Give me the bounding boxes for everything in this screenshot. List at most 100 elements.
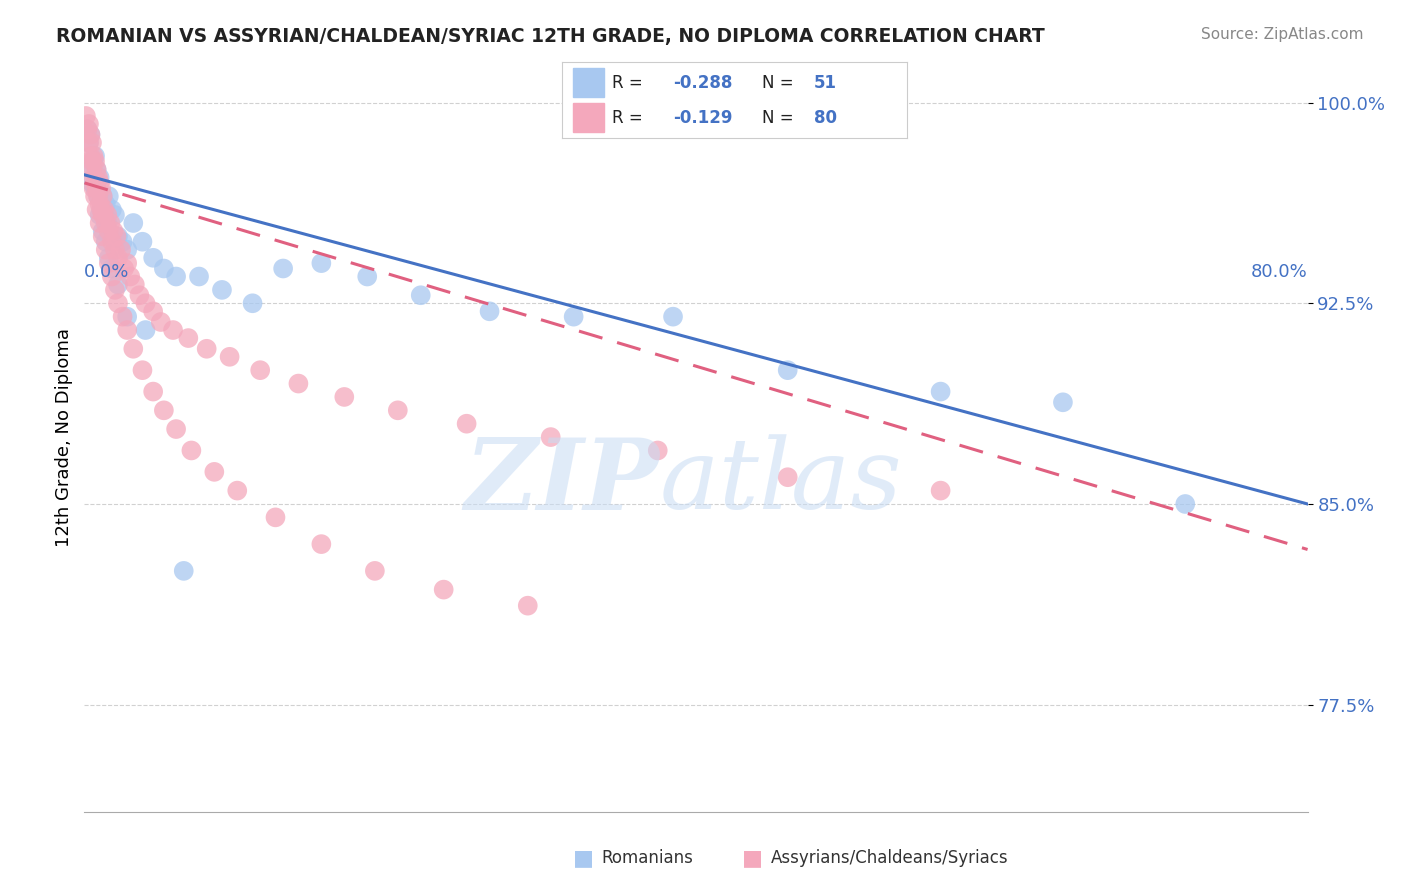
Point [202,465,225,479]
Point [96,208,118,222]
Point [93,208,115,222]
Point [364,564,387,578]
Point [84,181,107,195]
Point [149,315,172,329]
Point [91,229,114,244]
Point [173,564,195,578]
Point [124,277,146,292]
Point [80,136,103,150]
Point [249,363,271,377]
Point [91,224,114,238]
Point [77,136,100,150]
Point [80,154,103,169]
Point [311,256,333,270]
Point [91,208,114,222]
Point [180,443,202,458]
Text: -0.129: -0.129 [672,109,733,127]
Point [115,323,138,337]
Point [76,122,98,136]
Point [87,170,110,185]
Text: R =: R = [613,74,648,92]
Point [387,403,409,417]
Point [131,235,153,249]
Text: R =: R = [613,109,648,127]
Point [97,224,120,238]
Text: N =: N = [762,74,799,92]
Point [242,296,264,310]
Point [107,251,129,265]
Point [929,483,952,498]
Point [131,363,153,377]
Point [1174,497,1197,511]
Point [101,261,124,276]
Point [165,422,187,436]
Point [77,117,100,131]
Point [929,384,952,399]
Point [76,122,98,136]
Point [79,128,101,142]
Point [478,304,501,318]
Point [776,363,799,377]
Point [115,256,138,270]
Text: ROMANIAN VS ASSYRIAN/CHALDEAN/SYRIAC 12TH GRADE, NO DIPLOMA CORRELATION CHART: ROMANIAN VS ASSYRIAN/CHALDEAN/SYRIAC 12T… [56,27,1045,45]
Point [90,202,112,217]
Point [94,197,117,211]
Point [101,202,124,217]
Text: 0.0%: 0.0% [84,263,129,282]
Point [112,261,135,276]
Point [83,181,105,195]
Point [94,235,117,249]
Point [162,323,184,337]
Point [311,537,333,551]
Point [80,162,103,177]
Bar [572,68,603,96]
Point [115,243,138,257]
Text: -0.288: -0.288 [672,74,733,92]
Point [107,229,129,244]
Point [647,443,669,458]
Text: 80.0%: 80.0% [1251,263,1308,282]
Point [86,202,108,217]
Point [84,149,107,163]
Text: ■: ■ [742,848,762,868]
Point [101,235,124,249]
Point [776,470,799,484]
Point [89,170,111,185]
Point [97,251,120,265]
Point [77,136,100,150]
Point [86,181,108,195]
Point [226,483,249,498]
Text: 51: 51 [814,74,837,92]
Point [83,149,105,163]
Point [142,304,165,318]
Point [142,384,165,399]
Point [135,296,157,310]
Point [271,261,294,276]
Text: Assyrians/Chaldeans/Syriacs: Assyrians/Chaldeans/Syriacs [770,849,1008,867]
Point [97,189,120,203]
Point [218,350,240,364]
Point [83,170,105,185]
Point [111,310,134,324]
Point [562,310,585,324]
Point [98,216,121,230]
Point [89,197,111,211]
Point [89,208,111,222]
Point [662,310,685,324]
Point [107,277,129,292]
Point [111,235,134,249]
Point [84,154,107,169]
Point [80,162,103,177]
Point [409,288,432,302]
Point [96,216,118,230]
Point [287,376,309,391]
Point [104,208,127,222]
Point [90,202,112,217]
Point [86,162,108,177]
Point [90,181,112,195]
Text: ■: ■ [574,848,593,868]
Point [128,288,150,302]
Point [356,269,378,284]
Point [79,128,101,142]
Point [456,417,478,431]
